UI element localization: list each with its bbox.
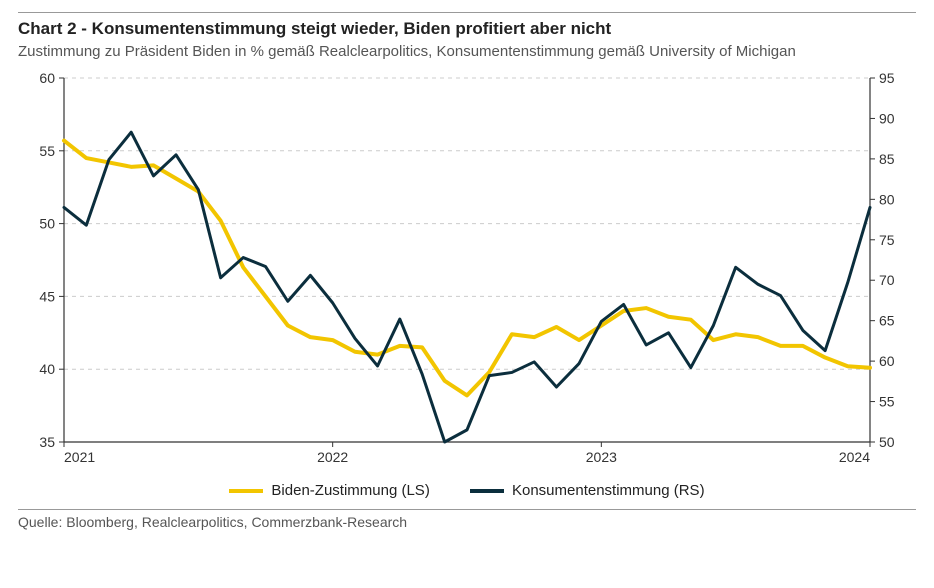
svg-text:95: 95 xyxy=(879,70,895,86)
svg-text:85: 85 xyxy=(879,151,895,167)
top-rule xyxy=(18,12,916,13)
svg-text:2021: 2021 xyxy=(64,449,95,465)
svg-text:35: 35 xyxy=(39,434,55,450)
svg-text:2023: 2023 xyxy=(586,449,617,465)
svg-text:90: 90 xyxy=(879,110,895,126)
svg-text:40: 40 xyxy=(39,361,55,377)
svg-text:65: 65 xyxy=(879,312,895,328)
legend-swatch-konsum xyxy=(470,489,504,493)
svg-text:70: 70 xyxy=(879,272,895,288)
chart-subtitle: Zustimmung zu Präsident Biden in % gemäß… xyxy=(18,43,916,62)
source-rule: Quelle: Bloomberg, Realclearpolitics, Co… xyxy=(18,509,916,532)
plot-area: 35 40 45 50 55 60 50 55 60 65 70 75 80 85 90 95 2021 2022… xyxy=(18,70,916,470)
legend: Biden-Zustimmung (LS) Konsumentenstimmun… xyxy=(18,480,916,500)
svg-text:55: 55 xyxy=(879,393,895,409)
source-text: Quelle: Bloomberg, Realclearpolitics, Co… xyxy=(18,514,407,530)
svg-text:80: 80 xyxy=(879,191,895,207)
chart-title: Chart 2 - Konsumentenstimmung steigt wie… xyxy=(18,19,916,39)
svg-text:50: 50 xyxy=(879,434,895,450)
legend-label-biden: Biden-Zustimmung (LS) xyxy=(271,482,429,499)
svg-text:60: 60 xyxy=(879,353,895,369)
legend-item-konsum: Konsumentenstimmung (RS) xyxy=(470,482,705,499)
svg-text:2022: 2022 xyxy=(317,449,348,465)
chart-svg: 35 40 45 50 55 60 50 55 60 65 70 75 80 85 90 95 2021 2022… xyxy=(18,70,916,470)
svg-text:45: 45 xyxy=(39,288,55,304)
svg-text:75: 75 xyxy=(879,232,895,248)
svg-text:60: 60 xyxy=(39,70,55,86)
legend-item-biden: Biden-Zustimmung (LS) xyxy=(229,482,429,499)
svg-text:55: 55 xyxy=(39,143,55,159)
legend-swatch-biden xyxy=(229,489,263,493)
chart-container: Chart 2 - Konsumentenstimmung steigt wie… xyxy=(0,0,934,588)
svg-text:2024: 2024 xyxy=(839,449,870,465)
svg-text:50: 50 xyxy=(39,215,55,231)
legend-label-konsum: Konsumentenstimmung (RS) xyxy=(512,482,705,499)
